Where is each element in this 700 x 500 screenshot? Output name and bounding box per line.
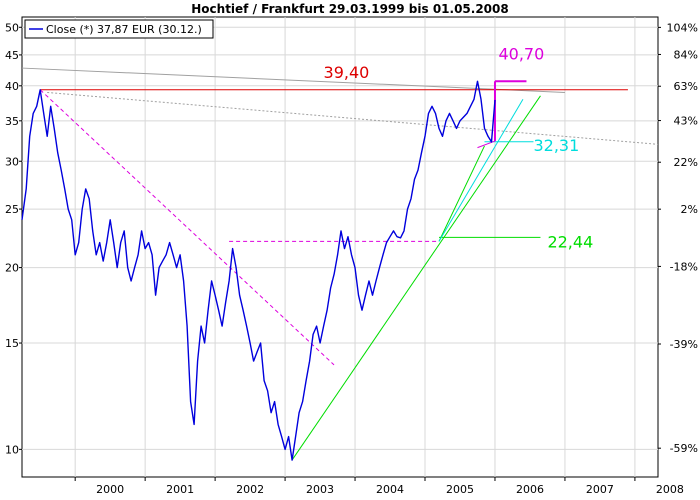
x-tick-label: 2005 bbox=[446, 483, 474, 496]
trendlines bbox=[21, 67, 659, 461]
x-tick-label: 2008 bbox=[656, 483, 684, 496]
y-tick-label-right: -39% bbox=[670, 338, 698, 351]
x-tick-label: 2000 bbox=[96, 483, 124, 496]
annotation-label: 22,44 bbox=[547, 232, 593, 251]
y-tick-label-left: 45 bbox=[5, 49, 19, 62]
y-axis-left: 10 15 20 25 30 35 40 45 50 bbox=[5, 21, 22, 456]
y-tick-label-right: -18% bbox=[670, 260, 698, 273]
price-line bbox=[21, 80, 496, 461]
annotation-label: 39,40 bbox=[324, 63, 370, 82]
annotations: 39,40 40,70 32,31 22,44 bbox=[324, 45, 594, 252]
y-tick-label-left: 20 bbox=[5, 262, 19, 275]
y-tick-label-right: 22% bbox=[674, 156, 698, 169]
y-tick-label-left: 50 bbox=[5, 21, 19, 34]
y-tick-label-left: 15 bbox=[5, 337, 19, 350]
price-series bbox=[21, 80, 496, 461]
x-tick-label: 2004 bbox=[376, 483, 404, 496]
x-tick-label: 2002 bbox=[236, 483, 264, 496]
y-tick-label-left: 10 bbox=[5, 443, 19, 456]
legend-label: Close (*) 37,87 EUR (30.12.) bbox=[46, 23, 202, 36]
x-axis: 2000 2001 2002 2003 2004 2005 2006 2007 2008 bbox=[74, 477, 684, 496]
legend-box bbox=[24, 19, 214, 39]
annotation-label: 32,31 bbox=[533, 136, 579, 155]
y-tick-label-left: 35 bbox=[5, 115, 19, 128]
x-tick-label: 2006 bbox=[516, 483, 544, 496]
annotation-label: 40,70 bbox=[498, 45, 544, 64]
y-tick-label-right: 84% bbox=[674, 48, 698, 61]
y-tick-label-right: 104% bbox=[667, 21, 698, 34]
x-tick-label: 2001 bbox=[166, 483, 194, 496]
x-tick-label: 2007 bbox=[586, 483, 614, 496]
uptrend-support-line bbox=[291, 95, 541, 461]
cyan-trend-line bbox=[438, 99, 524, 242]
plot-area bbox=[21, 16, 659, 478]
y-tick-label-right: 63% bbox=[674, 80, 698, 93]
y-tick-label-right: 43% bbox=[674, 115, 698, 128]
x-tick-label: 2003 bbox=[306, 483, 334, 496]
resistance-trendline-grey bbox=[21, 67, 565, 93]
chart-title: Hochtief / Frankfurt 29.03.1999 bis 01.0… bbox=[191, 2, 508, 16]
y-axis-right: 104% 84% 63% 43% 22% 2% -18% -39% -59% bbox=[658, 21, 698, 455]
y-tick-label-left: 30 bbox=[5, 155, 19, 168]
y-tick-label-left: 40 bbox=[5, 80, 19, 93]
uptrend-support-line-2 bbox=[438, 145, 485, 242]
y-tick-label-right: 2% bbox=[681, 203, 698, 216]
y-tick-label-left: 25 bbox=[5, 203, 19, 216]
legend: Close (*) 37,87 EUR (30.12.) bbox=[24, 19, 214, 39]
y-tick-label-right: -59% bbox=[670, 442, 698, 455]
